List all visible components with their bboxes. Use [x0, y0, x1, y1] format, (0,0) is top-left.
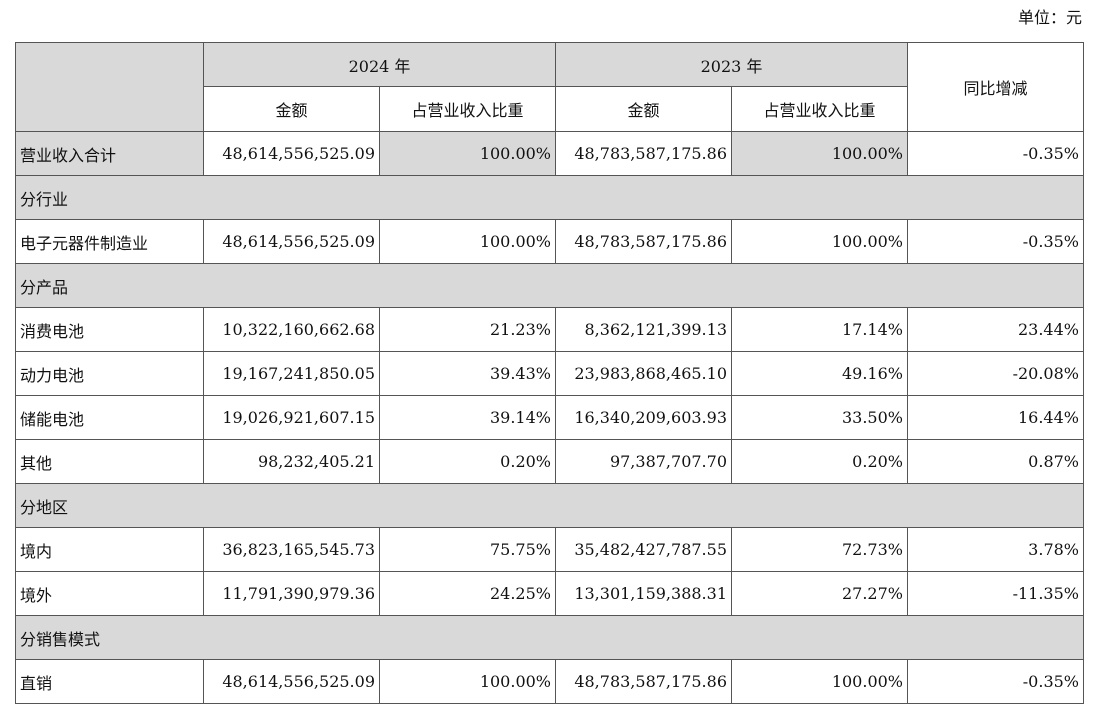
yoy-change: -11.35%	[907, 571, 1084, 616]
amount-2023: 97,387,707.70	[555, 439, 732, 484]
row-label: 消费电池	[15, 307, 204, 352]
table-row: 消费电池 10,322,160,662.68 21.23% 8,362,121,…	[15, 307, 1084, 352]
amount-2024: 48,614,556,525.09	[203, 131, 380, 176]
group-row: 分产品	[15, 263, 1084, 308]
table-row: 其他 98,232,405.21 0.20% 97,387,707.70 0.2…	[15, 439, 1084, 484]
yoy-change: 23.44%	[907, 307, 1084, 352]
row-label: 直销	[15, 659, 204, 704]
amount-2024: 19,167,241,850.05	[203, 351, 380, 396]
ratio-2023: 100.00%	[731, 219, 908, 264]
ratio-2024: 39.14%	[379, 395, 556, 440]
amount-2024: 19,026,921,607.15	[203, 395, 380, 440]
row-label: 动力电池	[15, 351, 204, 396]
amount-2023: 35,482,427,787.55	[555, 527, 732, 572]
row-label: 境外	[15, 571, 204, 616]
header-yoy: 同比增减	[907, 42, 1084, 132]
group-label: 分行业	[15, 175, 1084, 220]
row-label: 电子元器件制造业	[15, 219, 204, 264]
ratio-2023: 49.16%	[731, 351, 908, 396]
yoy-change: 3.78%	[907, 527, 1084, 572]
amount-2024: 48,614,556,525.09	[203, 219, 380, 264]
table-row: 境内 36,823,165,545.73 75.75% 35,482,427,7…	[15, 527, 1084, 572]
header-corner-cell	[15, 42, 204, 132]
table-row: 储能电池 19,026,921,607.15 39.14% 16,340,209…	[15, 395, 1084, 440]
yoy-change: -0.35%	[907, 219, 1084, 264]
header-year-2023: 2023 年	[555, 42, 908, 87]
header-year-2024: 2024 年	[203, 42, 556, 87]
ratio-2023: 17.14%	[731, 307, 908, 352]
amount-2024: 48,614,556,525.09	[203, 659, 380, 704]
yoy-change: 0.87%	[907, 439, 1084, 484]
table-row: 直销 48,614,556,525.09 100.00% 48,783,587,…	[15, 659, 1084, 704]
ratio-2024: 24.25%	[379, 571, 556, 616]
amount-2024: 36,823,165,545.73	[203, 527, 380, 572]
ratio-2023: 27.27%	[731, 571, 908, 616]
ratio-2023: 33.50%	[731, 395, 908, 440]
group-row: 分地区	[15, 483, 1084, 528]
row-label: 境内	[15, 527, 204, 572]
ratio-2023: 100.00%	[731, 131, 908, 176]
ratio-2023: 100.00%	[731, 659, 908, 704]
table-row: 动力电池 19,167,241,850.05 39.43% 23,983,868…	[15, 351, 1084, 396]
row-label: 营业收入合计	[15, 131, 204, 176]
ratio-2023: 72.73%	[731, 527, 908, 572]
table-row: 电子元器件制造业 48,614,556,525.09 100.00% 48,78…	[15, 219, 1084, 264]
header-amount-2024: 金额	[203, 86, 380, 132]
amount-2024: 98,232,405.21	[203, 439, 380, 484]
amount-2023: 48,783,587,175.86	[555, 219, 732, 264]
header-ratio-2023: 占营业收入比重	[731, 86, 908, 132]
amount-2023: 16,340,209,603.93	[555, 395, 732, 440]
row-label: 其他	[15, 439, 204, 484]
group-row: 分行业	[15, 175, 1084, 220]
ratio-2024: 39.43%	[379, 351, 556, 396]
ratio-2023: 0.20%	[731, 439, 908, 484]
yoy-change: -0.35%	[907, 659, 1084, 704]
amount-2024: 11,791,390,979.36	[203, 571, 380, 616]
row-label: 储能电池	[15, 395, 204, 440]
table-body: 营业收入合计 48,614,556,525.09 100.00% 48,783,…	[15, 131, 1084, 704]
unit-label: 单位：元	[1017, 8, 1082, 27]
group-label: 分销售模式	[15, 615, 1084, 660]
ratio-2024: 100.00%	[379, 659, 556, 704]
group-label: 分地区	[15, 483, 1084, 528]
header-ratio-2024: 占营业收入比重	[379, 86, 556, 132]
table-row: 境外 11,791,390,979.36 24.25% 13,301,159,3…	[15, 571, 1084, 616]
revenue-table: 2024 年 2023 年 同比增减 金额 占营业收入比重 金额 占营业收入比重…	[15, 42, 1084, 704]
group-row: 分销售模式	[15, 615, 1084, 660]
header-amount-2023: 金额	[555, 86, 732, 132]
amount-2023: 48,783,587,175.86	[555, 131, 732, 176]
group-label: 分产品	[15, 263, 1084, 308]
amount-2023: 23,983,868,465.10	[555, 351, 732, 396]
amount-2023: 8,362,121,399.13	[555, 307, 732, 352]
ratio-2024: 75.75%	[379, 527, 556, 572]
ratio-2024: 0.20%	[379, 439, 556, 484]
yoy-change: -20.08%	[907, 351, 1084, 396]
table-row: 营业收入合计 48,614,556,525.09 100.00% 48,783,…	[15, 131, 1084, 176]
amount-2023: 13,301,159,388.31	[555, 571, 732, 616]
amount-2024: 10,322,160,662.68	[203, 307, 380, 352]
yoy-change: 16.44%	[907, 395, 1084, 440]
amount-2023: 48,783,587,175.86	[555, 659, 732, 704]
ratio-2024: 21.23%	[379, 307, 556, 352]
ratio-2024: 100.00%	[379, 131, 556, 176]
ratio-2024: 100.00%	[379, 219, 556, 264]
yoy-change: -0.35%	[907, 131, 1084, 176]
